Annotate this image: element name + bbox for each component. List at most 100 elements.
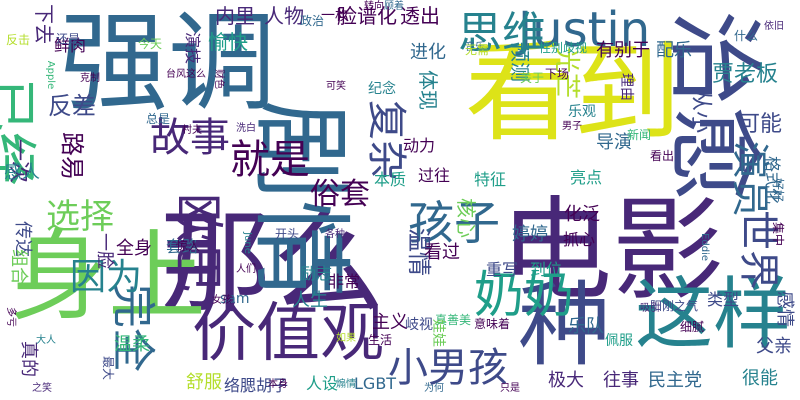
cloud-word: 身上 bbox=[10, 220, 207, 334]
cloud-word: 有别于 bbox=[596, 40, 650, 61]
cloud-word: 性别歧视 bbox=[539, 41, 588, 55]
cloud-word: 内里 bbox=[215, 4, 255, 28]
cloud-word: 看过 bbox=[424, 242, 460, 263]
cloud-word: 可能 bbox=[738, 112, 783, 137]
cloud-word: 惊人 bbox=[176, 239, 201, 253]
cloud-word: 本质 bbox=[374, 170, 407, 189]
cloud-word: 核心 bbox=[454, 198, 478, 238]
cloud-word: 政治 bbox=[300, 14, 325, 28]
cloud-word: 意味着 bbox=[474, 317, 511, 331]
cloud-word: 全身 bbox=[116, 238, 152, 259]
cloud-word: June bbox=[241, 232, 253, 254]
cloud-word: sam bbox=[220, 291, 250, 307]
cloud-word: 到位 bbox=[530, 260, 563, 279]
cloud-word: 这样 bbox=[635, 270, 792, 360]
cloud-word: 鲜肉 bbox=[54, 36, 87, 55]
cloud-word: 奶奶 bbox=[474, 266, 574, 324]
cloud-word: 为何 bbox=[424, 383, 444, 394]
cloud-word: 贾老板 bbox=[712, 62, 779, 87]
cloud-word: Eddie bbox=[698, 233, 710, 261]
cloud-word: 女孩 bbox=[212, 295, 232, 306]
cloud-word: LGBT bbox=[354, 374, 397, 393]
cloud-word: 特征 bbox=[474, 170, 507, 189]
cloud-word: 真的 bbox=[18, 341, 39, 377]
cloud-word: 各种 bbox=[325, 229, 345, 240]
cloud-word: 总是 bbox=[146, 112, 171, 126]
cloud-word: 重写 bbox=[486, 260, 519, 279]
cloud-word: 化泛 bbox=[564, 204, 600, 225]
cloud-word: 新闻 bbox=[627, 128, 652, 142]
cloud-word: 反击 bbox=[6, 33, 31, 47]
cloud-word: 乐队 bbox=[568, 316, 604, 337]
cloud-word: 还是 bbox=[56, 32, 81, 46]
cloud-word: 村夫 bbox=[182, 125, 202, 136]
cloud-word: 只是 bbox=[500, 383, 520, 394]
cloud-word: 民主党 bbox=[648, 370, 702, 391]
cloud-word: 温柔 bbox=[114, 334, 150, 355]
cloud-word: 乐观 bbox=[568, 104, 596, 120]
cloud-word: 吸引 bbox=[640, 303, 660, 314]
cloud-word: 好好 bbox=[771, 177, 786, 203]
cloud-word: 今天 bbox=[138, 37, 163, 51]
cloud-word: 财色 bbox=[213, 69, 224, 89]
cloud-word: 非常 bbox=[328, 272, 361, 291]
cloud-word: 转向 bbox=[364, 1, 384, 12]
cloud-word: 煽情 bbox=[336, 379, 356, 390]
cloud-word: 演技 bbox=[183, 31, 203, 65]
cloud-word: 就是 bbox=[230, 137, 310, 183]
cloud-word: 抓心 bbox=[563, 230, 596, 249]
cloud-word: 纪念 bbox=[368, 81, 396, 97]
cloud-word: 生活 bbox=[368, 333, 393, 347]
cloud-word: 男子 bbox=[562, 121, 582, 132]
cloud-word: 人们 bbox=[236, 264, 256, 275]
cloud-word: 佩服 bbox=[605, 333, 633, 349]
cloud-word: 组合 bbox=[8, 249, 29, 285]
cloud-word: 舒服 bbox=[186, 372, 222, 393]
cloud-word: 主义 bbox=[372, 312, 408, 333]
cloud-word: 大人 bbox=[36, 335, 56, 346]
cloud-word: 一脸 bbox=[94, 233, 115, 269]
cloud-word: 励志 bbox=[300, 264, 333, 283]
cloud-word: 反差 bbox=[48, 92, 96, 120]
cloud-word: 小男孩 bbox=[388, 345, 508, 391]
cloud-word: 看出 bbox=[650, 149, 675, 163]
cloud-word: 很能 bbox=[742, 368, 778, 389]
cloud-word: 人设 bbox=[306, 374, 339, 393]
cloud-word: 路易 bbox=[58, 132, 86, 180]
cloud-word: 过往 bbox=[418, 166, 451, 185]
cloud-word: 细腻 bbox=[680, 320, 705, 334]
cloud-word: 最大 bbox=[101, 355, 116, 381]
cloud-word: 那么 bbox=[160, 199, 384, 329]
cloud-word: 故事 bbox=[150, 115, 230, 161]
cloud-word: 络腮胡子 bbox=[224, 376, 289, 395]
cloud-word: 极大 bbox=[548, 370, 584, 391]
cloud-word: 下去 bbox=[32, 4, 56, 44]
cloud-word: 之笑 bbox=[32, 383, 52, 394]
cloud-word: 本身 bbox=[268, 379, 288, 390]
cloud-word: 种 bbox=[518, 272, 611, 379]
cloud-word: 婷婷 bbox=[512, 224, 548, 245]
cloud-word: 俗套 bbox=[310, 177, 370, 212]
cloud-word: 人物 bbox=[264, 4, 304, 28]
cloud-word: 什么 bbox=[734, 29, 759, 43]
cloud-word: 顾着 bbox=[384, 1, 404, 12]
cloud-word: 复杂 bbox=[363, 100, 409, 180]
cloud-word: 电影 bbox=[500, 186, 724, 316]
cloud-word: 人生 bbox=[292, 290, 328, 311]
cloud-word: 父亲 bbox=[756, 336, 792, 357]
cloud-word: 如果 bbox=[336, 333, 356, 344]
cloud-word: 感人 bbox=[4, 162, 40, 183]
cloud-word: 关于 bbox=[520, 71, 545, 85]
cloud-word: 进化 bbox=[410, 42, 446, 63]
cloud-word: 导演 bbox=[596, 132, 632, 153]
cloud-word: Justin bbox=[518, 2, 651, 58]
cloud-word: 真善美 bbox=[435, 313, 472, 327]
cloud-word: 孩子 bbox=[408, 196, 500, 250]
cloud-word: 阳刚之气 bbox=[650, 299, 699, 313]
cloud-word: Apple bbox=[45, 60, 57, 90]
cloud-word: 无需 bbox=[465, 43, 490, 57]
cloud-word: 娃娃 bbox=[430, 319, 446, 347]
cloud-word: 台风这么 bbox=[166, 69, 206, 80]
cloud-word: 感情 bbox=[774, 291, 795, 327]
